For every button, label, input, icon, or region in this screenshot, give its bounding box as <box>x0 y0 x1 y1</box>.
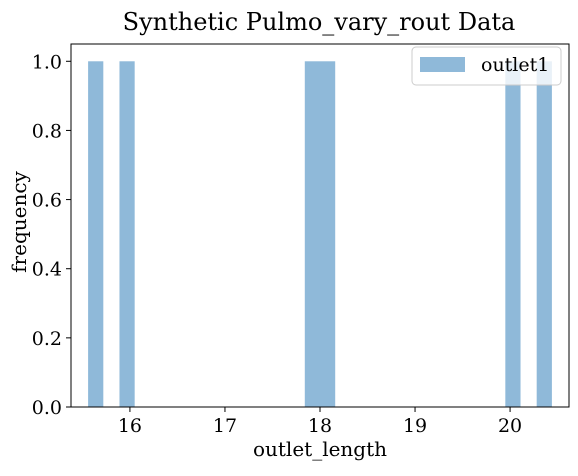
legend-label-outlet1: outlet1 <box>481 54 549 76</box>
histogram-bar <box>88 61 104 408</box>
legend-swatch <box>420 57 465 72</box>
x-tick-label: 19 <box>403 415 427 437</box>
chart-title: Synthetic Pulmo_vary_rout Data <box>123 8 516 36</box>
x-tick-label: 16 <box>118 415 142 437</box>
y-tick-label: 0.4 <box>32 259 62 281</box>
bars-layer <box>88 61 552 408</box>
y-tick-label: 1.0 <box>32 51 62 73</box>
histogram-bar <box>304 61 336 408</box>
y-tick-label: 0.6 <box>32 190 62 212</box>
histogram-bar <box>119 61 135 408</box>
y-axis-label: frequency <box>7 170 31 272</box>
x-tick-label: 18 <box>308 415 332 437</box>
y-tick-label: 0.8 <box>32 120 62 142</box>
y-tick-label: 0.2 <box>32 328 62 350</box>
histogram-bar <box>536 61 552 408</box>
legend: outlet1 <box>411 46 562 86</box>
x-axis-label: outlet_length <box>253 437 387 461</box>
histogram-bar <box>505 61 521 408</box>
x-axis-ticks: 16 17 18 19 20 <box>118 407 522 437</box>
y-tick-label: 0.0 <box>32 397 62 419</box>
x-tick-label: 20 <box>498 415 522 437</box>
legend-frame <box>411 46 562 86</box>
y-axis-ticks: 0.0 0.2 0.4 0.6 0.8 1.0 <box>32 51 71 419</box>
x-tick-label: 17 <box>213 415 237 437</box>
